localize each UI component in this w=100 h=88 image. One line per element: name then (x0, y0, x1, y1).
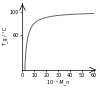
X-axis label: 10⁻³ M_n: 10⁻³ M_n (47, 80, 69, 85)
Y-axis label: T_g / °C: T_g / °C (3, 27, 9, 46)
